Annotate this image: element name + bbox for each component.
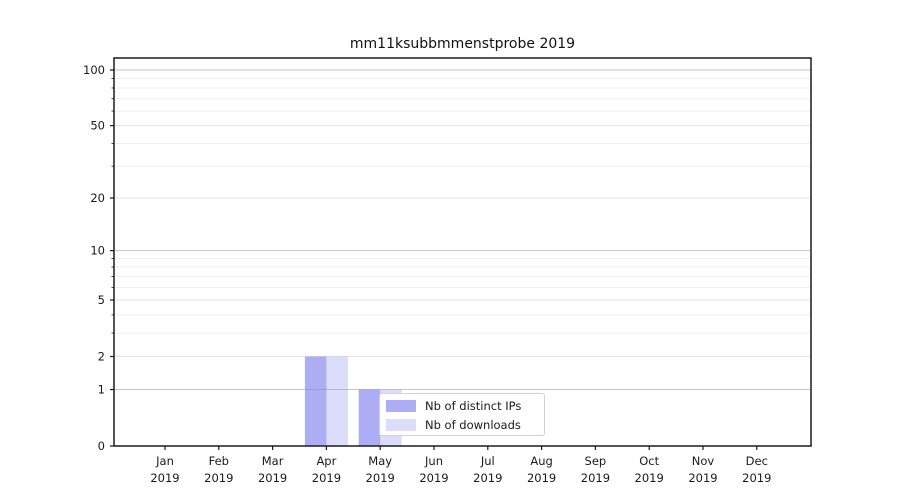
y-tick-label: 1 [98, 383, 105, 397]
y-tick-label: 50 [90, 119, 105, 133]
legend-swatch-distinct-ips [386, 399, 416, 412]
bar-distinct-ips-apr[interactable] [304, 356, 327, 446]
x-tick-label-year: 2019 [581, 471, 610, 485]
x-tick-label-year: 2019 [419, 471, 448, 485]
x-tick-label-year: 2019 [688, 471, 717, 485]
x-tick-label-month: Feb [209, 454, 229, 468]
bar-downloads-apr[interactable] [326, 356, 348, 446]
x-tick-label-year: 2019 [742, 471, 771, 485]
x-tick-label-year: 2019 [150, 471, 179, 485]
bar-distinct-ips-may[interactable] [358, 389, 381, 446]
legend-label-downloads: Nb of downloads [425, 417, 521, 432]
y-tick-label: 20 [90, 191, 105, 205]
y-tick-label: 5 [98, 293, 105, 307]
x-tick-label-month: Jun [424, 454, 443, 468]
legend-swatch-downloads [386, 418, 416, 431]
y-tick-label: 10 [90, 244, 105, 258]
x-tick-label-month: Oct [639, 454, 659, 468]
chart-title: mm11ksubbmmenstprobe 2019 [349, 36, 576, 52]
x-tick-label-month: Nov [692, 454, 715, 468]
y-tick-label: 100 [83, 63, 105, 77]
x-tick-label-month: Aug [530, 454, 552, 468]
x-tick-label-year: 2019 [366, 471, 395, 485]
x-tick-label-year: 2019 [258, 471, 287, 485]
x-tick-label-year: 2019 [635, 471, 664, 485]
y-tick-label: 2 [98, 349, 105, 363]
x-tick-label-month: Mar [262, 454, 284, 468]
legend-row-distinct-ips: Nb of distinct IPs [386, 398, 537, 413]
x-tick-label-year: 2019 [204, 471, 233, 485]
x-tick-label-month: May [368, 454, 392, 468]
x-tick-label-year: 2019 [312, 471, 341, 485]
x-tick-label-month: Jan [155, 454, 174, 468]
x-tick-label-month: Apr [316, 454, 336, 468]
x-tick-label-year: 2019 [527, 471, 556, 485]
legend-row-downloads: Nb of downloads [386, 417, 537, 432]
y-tick-label: 0 [98, 439, 105, 453]
legend: Nb of distinct IPs Nb of downloads [379, 393, 545, 436]
legend-label-distinct-ips: Nb of distinct IPs [425, 398, 522, 413]
x-tick-label-month: Jul [480, 454, 495, 468]
x-tick-label-month: Sep [585, 454, 607, 468]
plot-border [113, 57, 812, 447]
x-tick-label-year: 2019 [473, 471, 502, 485]
x-tick-label-month: Dec [746, 454, 768, 468]
